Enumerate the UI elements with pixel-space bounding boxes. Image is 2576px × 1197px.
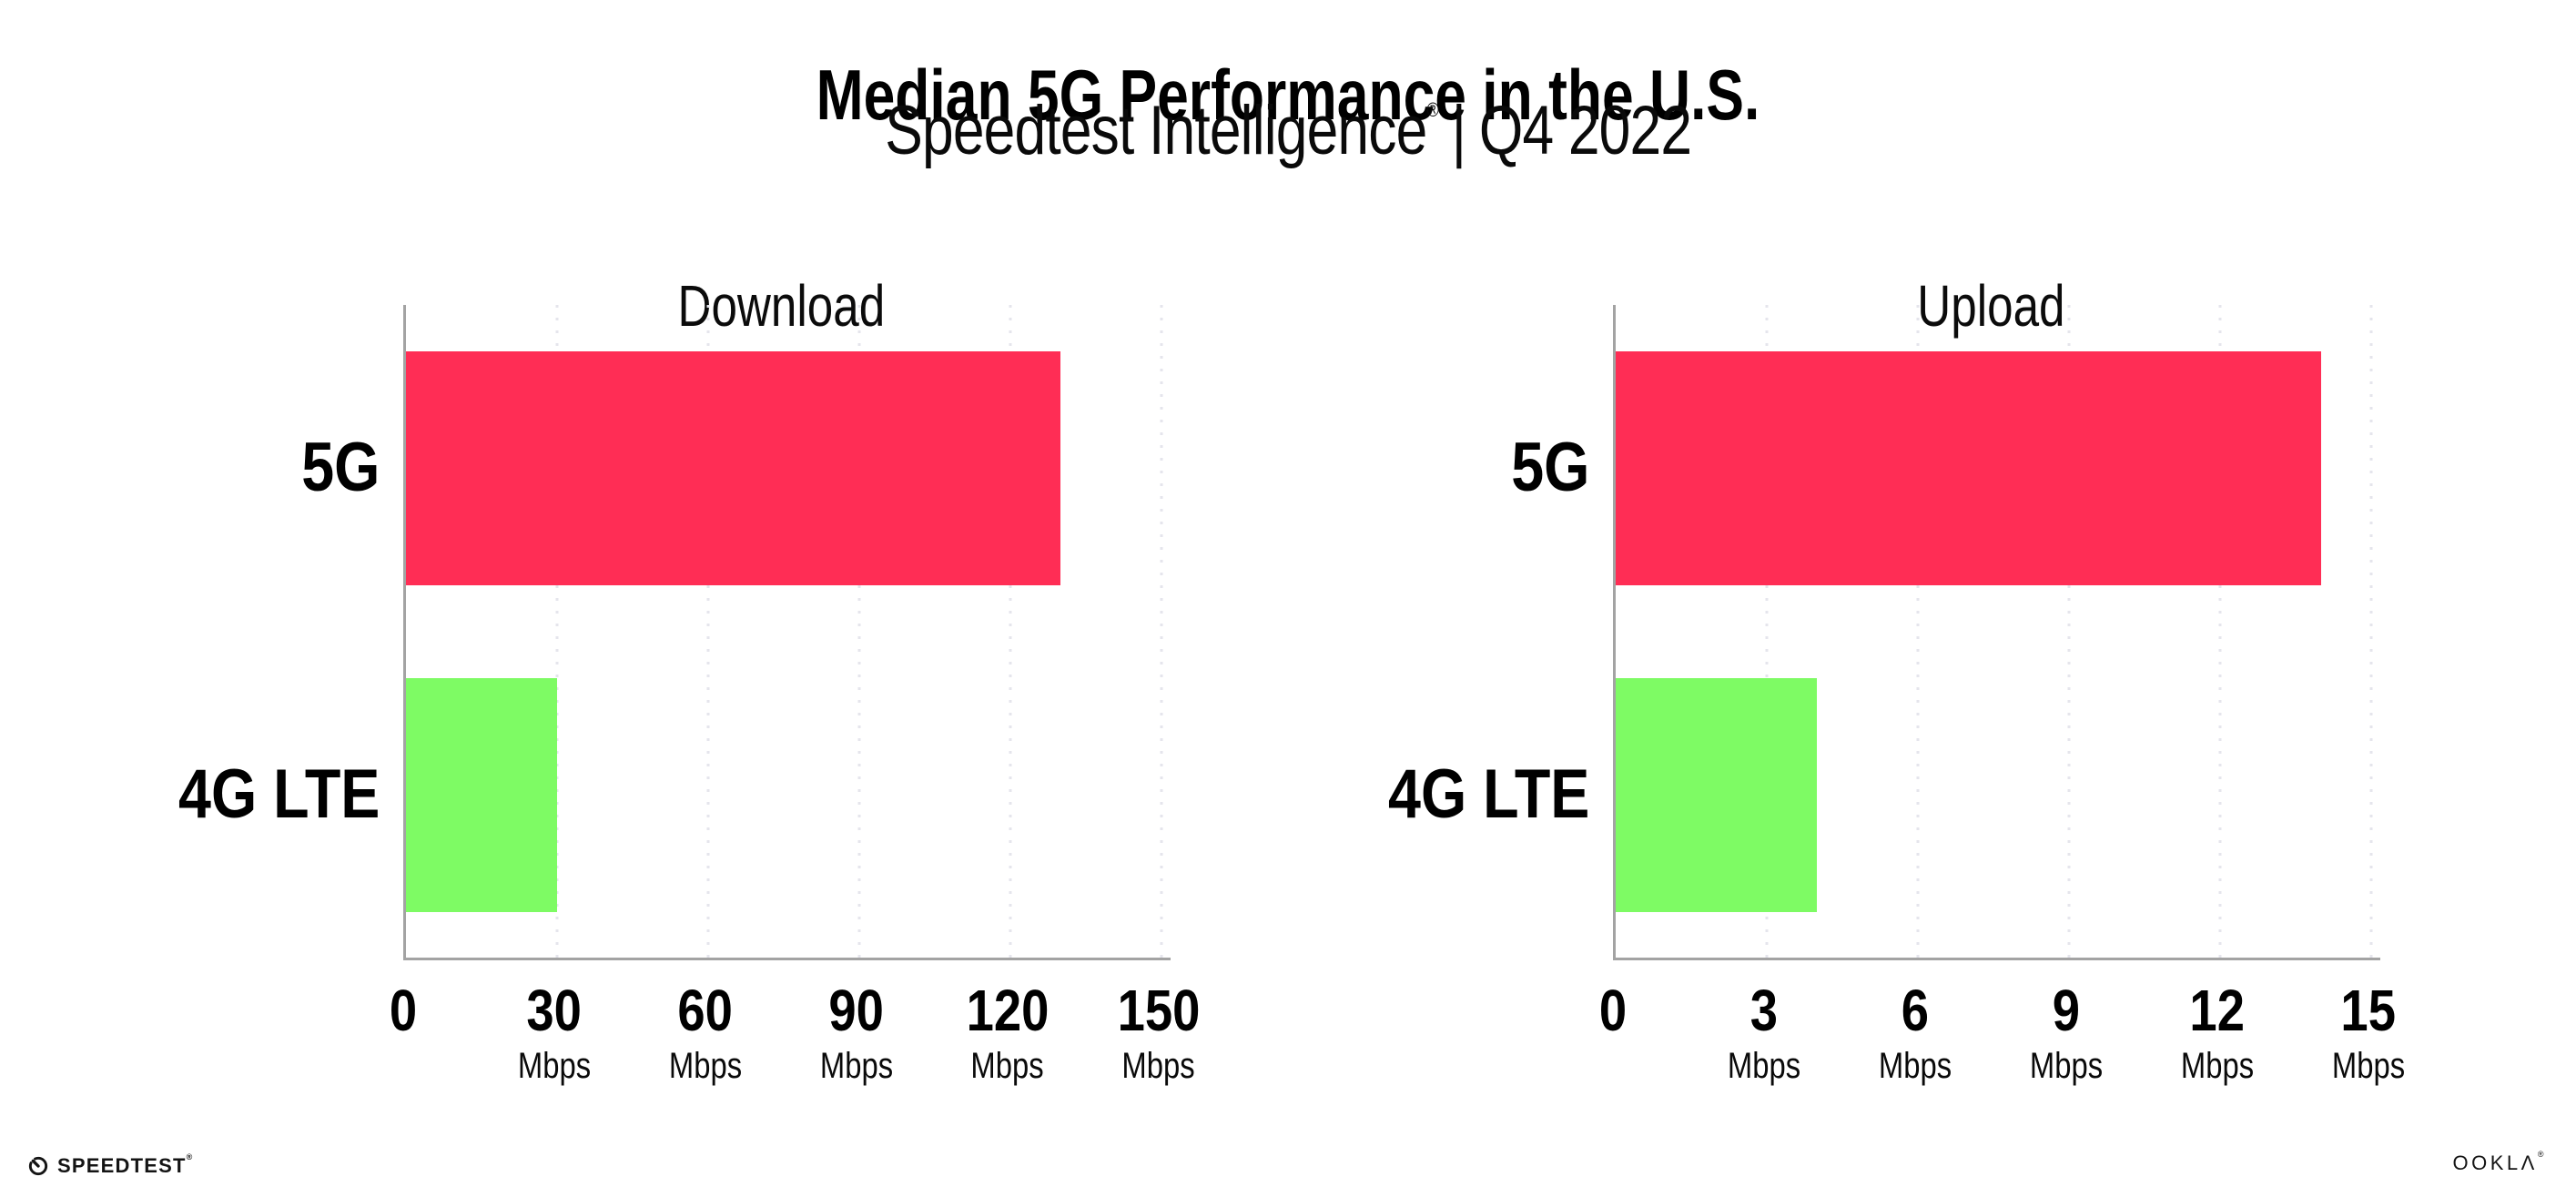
- gridline-3-mbps: [1765, 305, 1769, 958]
- x-tick-value: 0: [389, 978, 418, 1043]
- subtitle-brand: Speedtest Intelligence: [885, 92, 1427, 169]
- category-label-4g-lte: 4G LTE: [177, 756, 380, 833]
- bar-5g: [406, 351, 1061, 585]
- gridline-120-mbps: [1009, 305, 1012, 958]
- x-tick-value: 90: [828, 978, 885, 1043]
- upload-plot-area: [1613, 305, 2380, 960]
- x-tick-unit: Mbps: [970, 1046, 1045, 1086]
- speedtest-gauge-icon: [27, 1155, 49, 1177]
- x-tick-unit: Mbps: [1727, 1046, 1801, 1086]
- x-tick-unit: Mbps: [2180, 1046, 2255, 1086]
- page-title-text: Median 5G Performance in the U.S.: [816, 55, 1760, 136]
- gridline-60-mbps: [706, 305, 710, 958]
- x-tick-value: 6: [1901, 978, 1930, 1043]
- x-tick-15: 15 Mbps: [2324, 981, 2413, 1084]
- category-label-4g-lte: 4G LTE: [1387, 756, 1589, 833]
- upload-chart: Upload 0 3 Mbps 6 Mbps 9 Mbps 12 Mbps 15 Mbps 5G 4G …: [1388, 277, 2405, 1084]
- x-tick-value: 0: [1598, 978, 1628, 1043]
- x-tick-6: 6 Mbps: [1871, 981, 1960, 1084]
- page-subtitle-text: Speedtest Intelligence® | Q4 2022: [885, 92, 1692, 169]
- registered-mark: ®: [1426, 98, 1438, 121]
- x-tick-unit: Mbps: [517, 1046, 592, 1086]
- x-tick-120: 120 Mbps: [959, 981, 1057, 1084]
- x-tick-90: 90 Mbps: [812, 981, 901, 1084]
- x-tick-0: 0: [387, 981, 420, 1040]
- x-tick-value: 9: [2052, 978, 2081, 1043]
- page-title: Median 5G Performance in the U.S.: [0, 55, 2576, 136]
- x-tick-unit: Mbps: [1121, 1046, 1196, 1086]
- download-chart: Download 0 30 Mbps 60 Mbps 90 Mbps 120 Mbps 150 Mb…: [178, 277, 1201, 1084]
- subtitle-period: Q4 2022: [1478, 92, 1692, 169]
- upload-chart-title: Upload: [1916, 273, 2065, 340]
- speedtest-logo: SPEEDTEST®: [27, 1153, 193, 1177]
- x-tick-9: 9 Mbps: [2022, 981, 2111, 1084]
- speedtest-wordmark: SPEEDTEST®: [57, 1153, 193, 1177]
- category-label-5g: 5G: [1510, 429, 1589, 506]
- bar-4g-lte: [406, 678, 557, 912]
- bar-4g-lte: [1616, 678, 1818, 912]
- gridline-6-mbps: [1916, 305, 1920, 958]
- gridline-90-mbps: [857, 305, 861, 958]
- x-tick-unit: Mbps: [819, 1046, 894, 1086]
- download-plot-area: [403, 305, 1171, 960]
- ookla-wordmark: OOKLΛ: [2452, 1151, 2538, 1174]
- x-tick-3: 3 Mbps: [1719, 981, 1809, 1084]
- x-tick-60: 60 Mbps: [661, 981, 750, 1084]
- gridline-15-mbps: [2369, 305, 2373, 958]
- bar-5g: [1616, 351, 2321, 585]
- x-tick-30: 30 Mbps: [510, 981, 599, 1084]
- x-tick-value: 30: [526, 978, 583, 1043]
- ookla-registered-mark: ®: [2537, 1150, 2547, 1159]
- speedtest-text: SPEEDTEST: [57, 1154, 187, 1177]
- x-tick-150: 150 Mbps: [1111, 981, 1208, 1084]
- x-tick-value: 120: [966, 978, 1050, 1043]
- x-tick-value: 3: [1749, 978, 1779, 1043]
- x-tick-0: 0: [1597, 981, 1629, 1040]
- gridline-12-mbps: [2218, 305, 2222, 958]
- x-tick-value: 60: [677, 978, 734, 1043]
- x-tick-value: 150: [1117, 978, 1201, 1043]
- x-tick-unit: Mbps: [1878, 1046, 1952, 1086]
- download-chart-title: Download: [677, 273, 885, 340]
- x-tick-12: 12 Mbps: [2173, 981, 2262, 1084]
- page-subtitle: Speedtest Intelligence® | Q4 2022: [0, 95, 2576, 167]
- x-tick-value: 12: [2189, 978, 2246, 1043]
- ookla-logo: OOKLΛ®: [2452, 1150, 2547, 1174]
- gridline-9-mbps: [2067, 305, 2071, 958]
- gridline-150-mbps: [1160, 305, 1163, 958]
- x-tick-unit: Mbps: [668, 1046, 743, 1086]
- subtitle-separator: |: [1451, 92, 1465, 169]
- x-tick-unit: Mbps: [2029, 1046, 2104, 1086]
- category-label-5g: 5G: [300, 429, 380, 506]
- x-tick-value: 15: [2340, 978, 2397, 1043]
- x-tick-unit: Mbps: [2331, 1046, 2406, 1086]
- gridline-30-mbps: [555, 305, 559, 958]
- speedtest-registered-mark: ®: [186, 1152, 194, 1161]
